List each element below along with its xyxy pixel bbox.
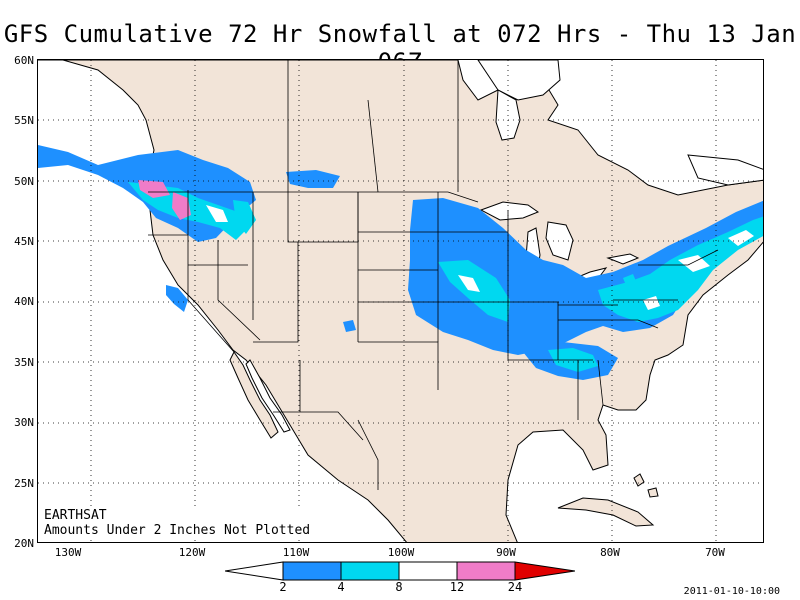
legend-swatch-12-24 [456,561,516,581]
legend-label-2: 2 [279,580,287,594]
legend-label-4: 4 [337,580,345,594]
snowfall-map [37,59,764,543]
legend-swatch-over-24 [514,561,575,581]
lon-label-90w: 90W [496,546,516,559]
land-cuba [557,497,655,527]
land-baja [229,351,279,439]
legend-label-12: 12 [449,580,465,594]
gulf-st-lawrence [687,154,763,186]
lat-label-50n: 50N [14,175,34,188]
legend-label-24: 24 [507,580,523,594]
legend-swatch-8-12 [398,561,458,581]
snow-12-24-inch-areas [138,180,191,220]
graticule [38,60,763,542]
lat-label-20n: 20N [14,537,34,550]
legend-swatch-4-8 [340,561,400,581]
timestamp: 2011-01-10-10:00 [683,586,780,597]
lon-label-70w: 70W [705,546,725,559]
political-boundaries [148,60,719,490]
lat-label-40n: 40N [14,295,34,308]
snow-8-12-inch-areas [206,205,754,310]
lon-label-100w: 100W [387,546,415,559]
legend-swatch-under-2 [225,561,284,581]
credit-box: EARTHSAT Amounts Under 2 Inches Not Plot… [41,508,314,538]
lat-label-30n: 30N [14,416,34,429]
lon-label-110w: 110W [282,546,310,559]
lat-label-35n: 35N [14,356,34,369]
lat-label-55n: 55N [14,114,34,127]
land-bahamas [633,473,659,498]
lake-superior [479,201,540,221]
lat-label-60n: 60N [14,54,34,67]
lon-label-130w: 130W [54,546,82,559]
lake-huron [545,221,574,261]
lat-label-45n: 45N [14,235,34,248]
map-canvas [38,60,763,542]
legend-label-8: 8 [395,580,403,594]
credit-note: Amounts Under 2 Inches Not Plotted [44,523,311,538]
gulf-of-california [245,359,291,433]
snowfall-legend [225,561,575,581]
credit-source: EARTHSAT [44,508,107,523]
lon-label-80w: 80W [600,546,620,559]
legend-swatch-2-4 [282,561,342,581]
lon-label-120w: 120W [178,546,206,559]
lake-ontario [606,253,640,265]
lat-label-25n: 25N [14,477,34,490]
